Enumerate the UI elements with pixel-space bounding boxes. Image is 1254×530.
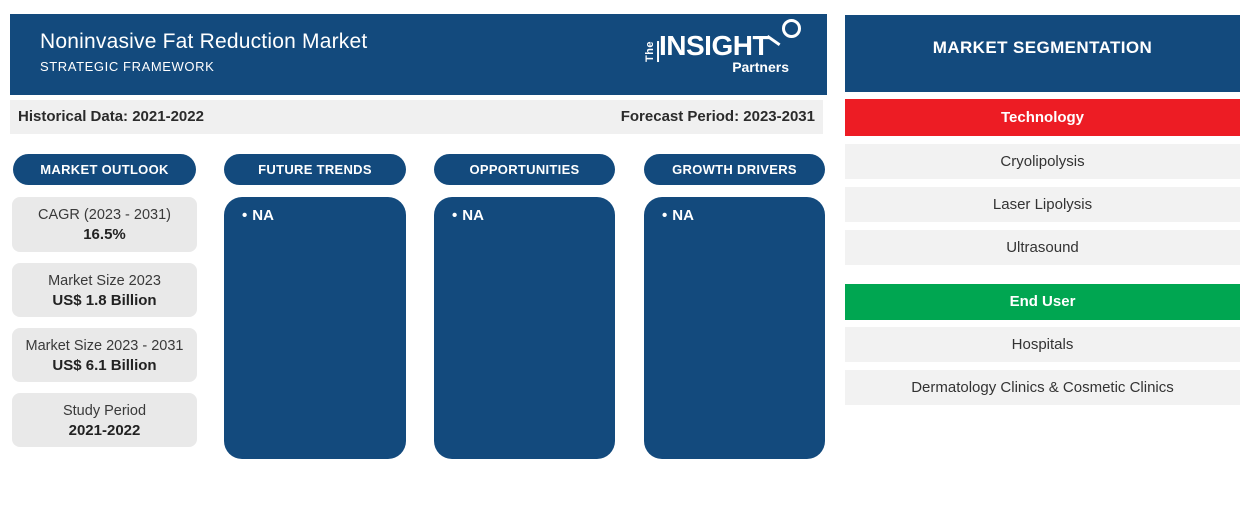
growth-drivers-panel: • NA (644, 197, 825, 459)
period-info-bar: Historical Data: 2021-2022 Forecast Peri… (10, 100, 823, 134)
segment-item-laser-lipolysis: Laser Lipolysis (845, 187, 1240, 222)
logo-name: INSIGHT (659, 30, 770, 61)
segment-group-technology: Technology (845, 99, 1240, 136)
logo-suffix: Partners (732, 59, 789, 75)
bullet-icon: • (662, 207, 668, 224)
panel-bullet-item: • NA (452, 207, 484, 224)
stat-study-period: Study Period 2021-2022 (12, 393, 197, 447)
future-trends-pill: FUTURE TRENDS (224, 154, 406, 185)
insight-partners-logo: The INSIGHT Partners (644, 19, 801, 86)
segment-item-cryolipolysis: Cryolipolysis (845, 144, 1240, 179)
bullet-icon: • (452, 207, 458, 224)
panel-bullet-item: • NA (242, 207, 274, 224)
market-outlook-pill: MARKET OUTLOOK (13, 154, 196, 185)
forecast-period-label: Forecast Period: 2023-2031 (620, 108, 815, 125)
magnifier-icon (782, 19, 801, 38)
stat-market-size-2023: Market Size 2023 US$ 1.8 Billion (12, 263, 197, 317)
historical-data-label: Historical Data: 2021-2022 (18, 108, 204, 125)
panel-bullet-item: • NA (662, 207, 694, 224)
opportunities-panel: • NA (434, 197, 615, 459)
stat-label: Market Size 2023 (48, 273, 161, 289)
bullet-icon: • (242, 207, 248, 224)
logo-prefix: The (644, 40, 660, 63)
stat-market-size-2023-2031: Market Size 2023 - 2031 US$ 6.1 Billion (12, 328, 197, 382)
stat-value: 2021-2022 (68, 422, 141, 439)
panel-content: NA (462, 207, 484, 224)
panel-content: NA (252, 207, 274, 224)
segment-group-end-user: End User (845, 284, 1240, 320)
stat-cagr: CAGR (2023 - 2031) 16.5% (12, 197, 197, 252)
stat-label: CAGR (2023 - 2031) (38, 207, 171, 223)
stat-value: US$ 1.8 Billion (52, 292, 157, 309)
opportunities-pill: OPPORTUNITIES (434, 154, 615, 185)
stat-label: Study Period (62, 403, 147, 419)
stat-value: 16.5% (83, 226, 126, 243)
page-title: Noninvasive Fat Reduction Market (40, 30, 368, 53)
market-segmentation-header: MARKET SEGMENTATION (845, 15, 1240, 92)
panel-content: NA (672, 207, 694, 224)
page-subtitle: STRATEGIC FRAMEWORK (40, 59, 215, 74)
stat-value: US$ 6.1 Billion (52, 357, 157, 374)
segment-item-ultrasound: Ultrasound (845, 230, 1240, 265)
growth-drivers-pill: GROWTH DRIVERS (644, 154, 825, 185)
report-header: Noninvasive Fat Reduction Market STRATEG… (10, 14, 827, 95)
future-trends-panel: • NA (224, 197, 406, 459)
segment-item-hospitals: Hospitals (845, 327, 1240, 362)
segment-item-dermatology-clinics: Dermatology Clinics & Cosmetic Clinics (845, 370, 1240, 405)
stat-label: Market Size 2023 - 2031 (25, 338, 184, 354)
